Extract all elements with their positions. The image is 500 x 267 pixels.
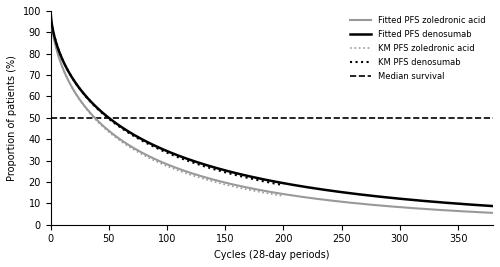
- Legend: Fitted PFS zoledronic acid, Fitted PFS denosumab, KM PFS zoledronic acid, KM PFS: Fitted PFS zoledronic acid, Fitted PFS d…: [347, 13, 489, 85]
- Y-axis label: Proportion of patients (%): Proportion of patients (%): [7, 55, 17, 181]
- X-axis label: Cycles (28-day periods): Cycles (28-day periods): [214, 250, 330, 260]
